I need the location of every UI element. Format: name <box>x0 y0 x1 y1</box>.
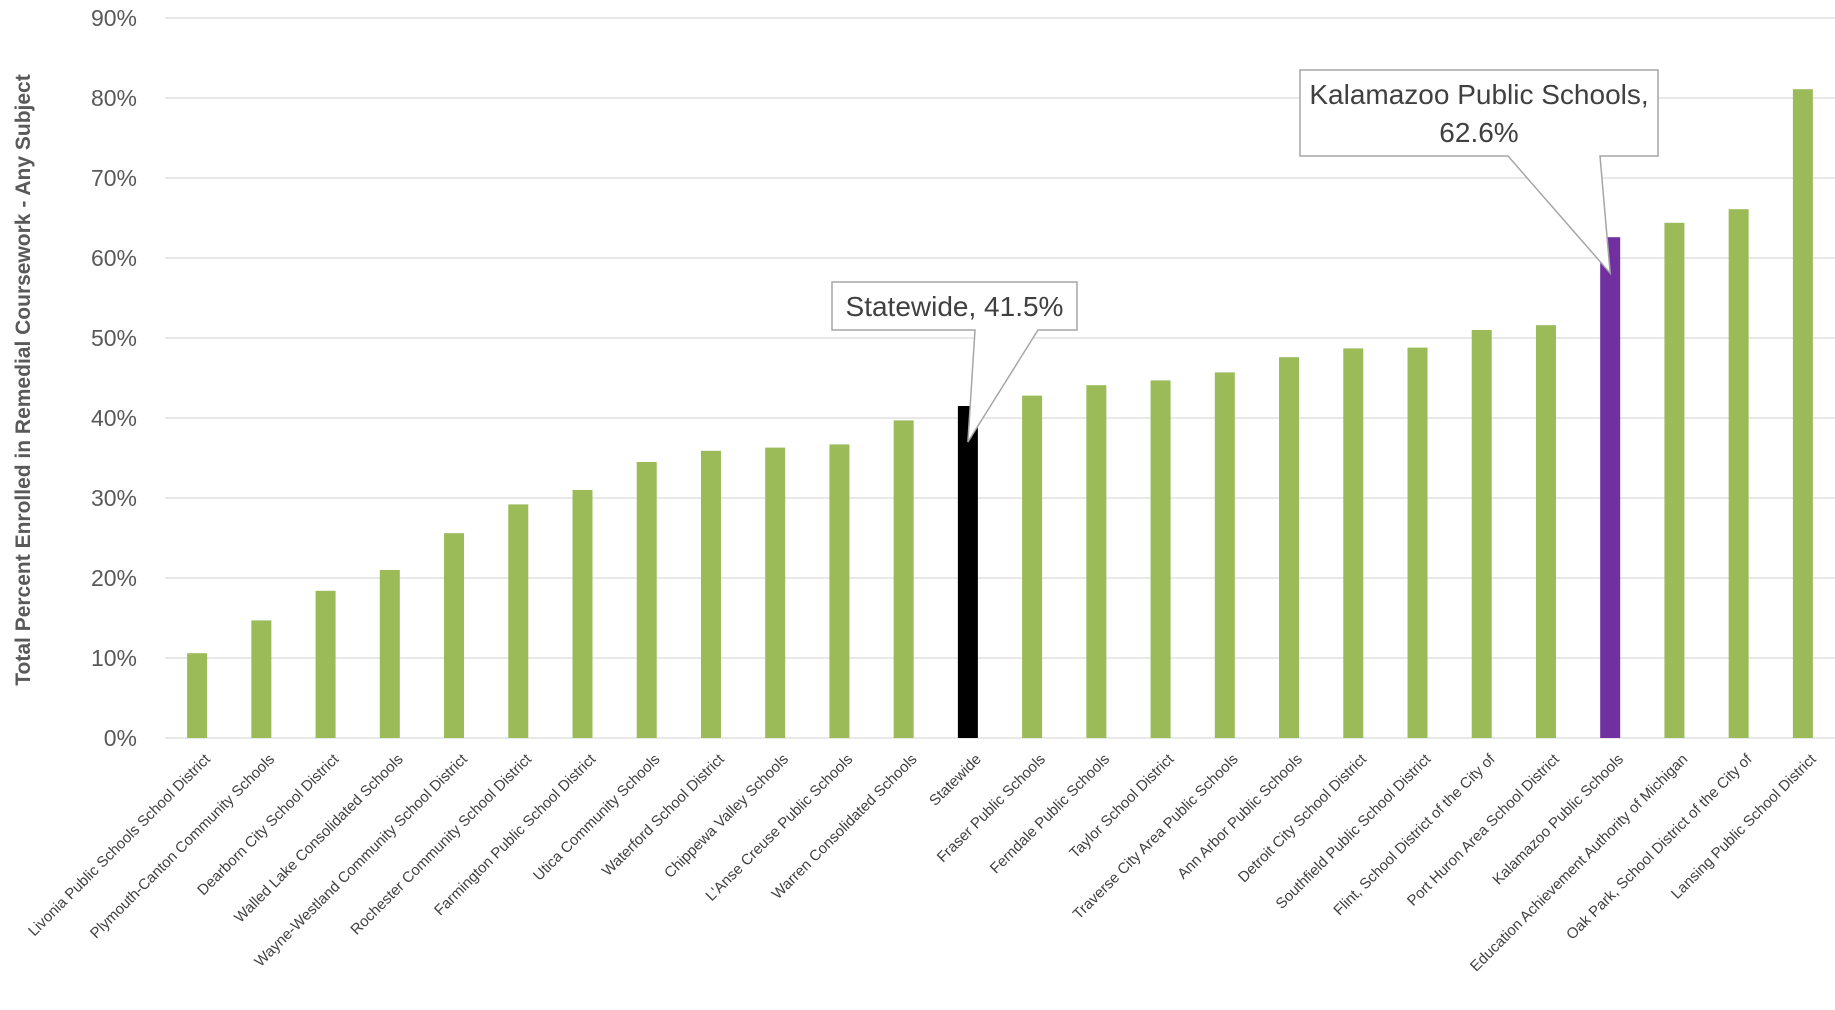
bar <box>1792 89 1813 738</box>
y-tick-label: 90% <box>91 5 137 31</box>
y-tick-label: 0% <box>104 725 137 751</box>
callout-box <box>831 281 1078 443</box>
callout-label: 62.6% <box>1439 117 1518 148</box>
bar <box>1279 357 1300 738</box>
bar <box>379 570 400 738</box>
x-tick-label: Ferndale Public Schools <box>987 751 1113 877</box>
bar <box>572 490 593 738</box>
bar <box>1535 325 1556 738</box>
x-tick-label: Waterford School District <box>599 750 729 880</box>
x-tick-label: Statewide <box>926 751 985 810</box>
y-tick-label: 40% <box>91 405 137 431</box>
bar <box>1022 395 1043 738</box>
y-axis-tick-labels: 0% 10% 20% 30% 40% 50% 60% 70% 80% 90% <box>91 5 137 751</box>
bar <box>444 533 465 738</box>
bar <box>1728 209 1749 738</box>
callout-label: Statewide, 41.5% <box>846 291 1064 322</box>
bar <box>1150 380 1171 738</box>
bar <box>1600 237 1621 738</box>
callout-box <box>1299 69 1659 276</box>
bar <box>251 620 272 738</box>
bar <box>1407 347 1428 738</box>
bar <box>1086 385 1107 738</box>
bar <box>315 590 336 738</box>
x-tick-label: Kalamazoo Public Schools <box>1489 751 1627 889</box>
bar <box>187 653 208 738</box>
bar <box>508 504 529 738</box>
x-tick-label: Taylor School District <box>1066 750 1178 862</box>
bar <box>765 447 786 738</box>
x-tick-label: Chippewa Valley Schools <box>661 751 792 882</box>
bar <box>829 444 850 738</box>
bar <box>1214 372 1235 738</box>
x-tick-label: Fraser Public Schools <box>934 751 1049 866</box>
bar <box>957 406 978 738</box>
x-axis-tick-labels: Livonia Public Schools School DistrictPl… <box>25 750 1820 975</box>
callouts: Statewide, 41.5% Kalamazoo Public Schools… <box>831 69 1659 443</box>
x-tick-label: Utica Community Schools <box>530 751 663 884</box>
y-tick-label: 60% <box>91 245 137 271</box>
y-tick-label: 50% <box>91 325 137 351</box>
y-tick-label: 20% <box>91 565 137 591</box>
x-tick-label: Detroit City School District <box>1235 750 1371 886</box>
y-tick-label: 10% <box>91 645 137 671</box>
y-axis-label: Total Percent Enrolled in Remedial Cours… <box>12 74 35 685</box>
bar <box>700 450 721 738</box>
y-tick-label: 30% <box>91 485 137 511</box>
x-tick-label: Education Achievement Authority of Michi… <box>1467 751 1691 975</box>
bar <box>1471 330 1492 738</box>
bar <box>1343 348 1364 738</box>
y-tick-label: 70% <box>91 165 137 191</box>
callout-label: Kalamazoo Public Schools, <box>1309 79 1648 110</box>
bar <box>1664 222 1685 739</box>
bars <box>187 89 1813 739</box>
y-tick-label: 80% <box>91 85 137 111</box>
bar <box>893 420 914 738</box>
x-tick-label: Ann Arbor Public Schools <box>1174 751 1306 883</box>
bar <box>636 462 657 738</box>
